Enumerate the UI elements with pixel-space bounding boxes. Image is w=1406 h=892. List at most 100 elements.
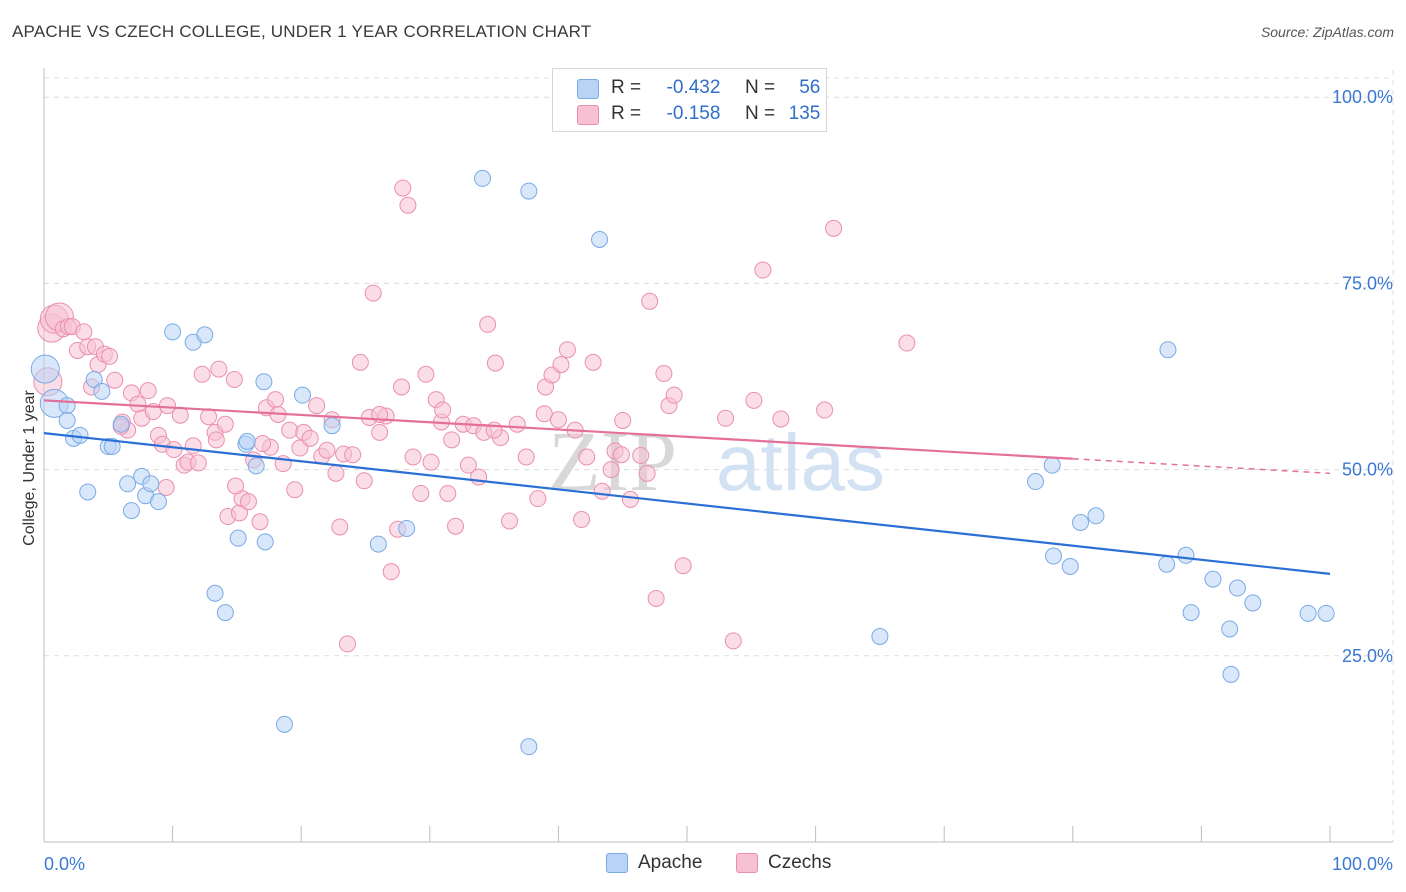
apache-point bbox=[398, 519, 416, 537]
czech-point bbox=[772, 410, 790, 428]
apache-point bbox=[1244, 594, 1262, 612]
czech-point bbox=[508, 415, 526, 433]
watermark-atlas: atlas bbox=[716, 418, 885, 507]
czech-point bbox=[602, 461, 620, 479]
czech-point bbox=[227, 477, 245, 495]
czech-point bbox=[717, 409, 735, 427]
apache-point bbox=[112, 415, 130, 433]
apache-point bbox=[149, 493, 167, 511]
y-tick-label: 75.0% bbox=[1342, 273, 1393, 293]
czech-point bbox=[422, 453, 440, 471]
czech-point bbox=[157, 478, 175, 496]
legend-label-czechs: Czechs bbox=[768, 852, 832, 873]
czech-point bbox=[412, 484, 430, 502]
czech-point bbox=[517, 448, 535, 466]
czech-point bbox=[165, 441, 183, 459]
legend-r-value: -0.432 bbox=[666, 77, 721, 98]
czech-point bbox=[612, 446, 630, 464]
czech-point bbox=[439, 484, 457, 502]
legend-r-label: R = bbox=[611, 77, 642, 98]
apache-point bbox=[247, 457, 265, 475]
apache-point bbox=[591, 230, 609, 248]
apache-point bbox=[1299, 604, 1317, 622]
czechs-swatch bbox=[736, 853, 758, 873]
apache-point bbox=[1182, 604, 1200, 622]
czech-point bbox=[266, 391, 284, 409]
czech-point bbox=[308, 397, 326, 415]
czech-point bbox=[529, 490, 547, 508]
apache-point bbox=[1045, 547, 1063, 565]
czech-point bbox=[225, 371, 243, 389]
legend-label-apache: Apache bbox=[638, 852, 703, 873]
apache-point bbox=[206, 584, 224, 602]
czech-point bbox=[443, 431, 461, 449]
apache-point bbox=[1228, 579, 1246, 597]
apache-point bbox=[196, 326, 214, 344]
apache-point bbox=[58, 411, 76, 429]
czech-point bbox=[399, 196, 417, 214]
czech-point bbox=[558, 341, 576, 359]
apache-swatch bbox=[577, 79, 599, 99]
czech-point bbox=[364, 284, 382, 302]
czech-point bbox=[338, 635, 356, 653]
axes bbox=[43, 68, 1393, 843]
czech-point bbox=[281, 421, 299, 439]
apache-series bbox=[30, 169, 1335, 756]
czech-point bbox=[382, 563, 400, 581]
apache-point bbox=[520, 182, 538, 200]
czech-point bbox=[632, 446, 650, 464]
czech-point bbox=[754, 261, 772, 279]
apache-point bbox=[1027, 473, 1045, 491]
apache-point bbox=[238, 432, 256, 450]
czech-point bbox=[216, 415, 234, 433]
apache-swatch bbox=[606, 853, 628, 873]
trend-lines bbox=[43, 399, 1331, 575]
czech-point bbox=[301, 429, 319, 447]
czech-point bbox=[351, 353, 369, 371]
czech-point bbox=[171, 406, 189, 424]
apache-point bbox=[229, 529, 247, 547]
czech-point bbox=[129, 395, 147, 413]
czech-point bbox=[486, 354, 504, 372]
czech-point bbox=[614, 411, 632, 429]
czech-point bbox=[404, 448, 422, 466]
czech-point bbox=[394, 179, 412, 197]
apache-point bbox=[93, 382, 111, 400]
czech-point bbox=[331, 518, 349, 536]
chart-title: APACHE VS CZECH COLLEGE, UNDER 1 YEAR CO… bbox=[12, 22, 592, 41]
czech-point bbox=[655, 365, 673, 383]
czech-point bbox=[621, 490, 639, 508]
czech-point bbox=[101, 347, 119, 365]
czech-point bbox=[254, 435, 272, 453]
chart-source: Source: ZipAtlas.com bbox=[1260, 24, 1394, 40]
apache-point bbox=[30, 354, 60, 384]
czech-point bbox=[552, 356, 570, 374]
apache-point bbox=[103, 438, 121, 456]
czech-point bbox=[898, 334, 916, 352]
stats-legend: R = -0.432 N = 56 R = -0.158 N = 135 bbox=[552, 68, 827, 132]
apache-point bbox=[1043, 456, 1061, 474]
apache-point bbox=[474, 169, 492, 187]
czech-point bbox=[327, 464, 345, 482]
apache-point bbox=[1204, 570, 1222, 588]
apache-point bbox=[1221, 620, 1239, 638]
apache-point bbox=[255, 373, 273, 391]
watermark: ZIP atlas bbox=[548, 413, 885, 509]
czech-point bbox=[371, 423, 389, 441]
apache-point bbox=[1158, 555, 1176, 573]
apache-point bbox=[275, 715, 293, 733]
apache-point bbox=[1087, 507, 1105, 525]
grid-lines bbox=[44, 70, 1394, 842]
czech-trend-extension bbox=[1072, 457, 1331, 475]
czech-point bbox=[638, 464, 656, 482]
y-tick-label: 100.0% bbox=[1332, 87, 1393, 107]
czech-point bbox=[745, 391, 763, 409]
czech-point bbox=[158, 397, 176, 415]
y-axis-label: College, Under 1 year bbox=[21, 390, 38, 546]
czech-point bbox=[665, 386, 683, 404]
y-tick-label: 50.0% bbox=[1342, 460, 1393, 480]
apache-point bbox=[85, 371, 103, 389]
legend-n-label: N = bbox=[744, 77, 776, 98]
legend-n-value: 56 bbox=[799, 77, 821, 98]
